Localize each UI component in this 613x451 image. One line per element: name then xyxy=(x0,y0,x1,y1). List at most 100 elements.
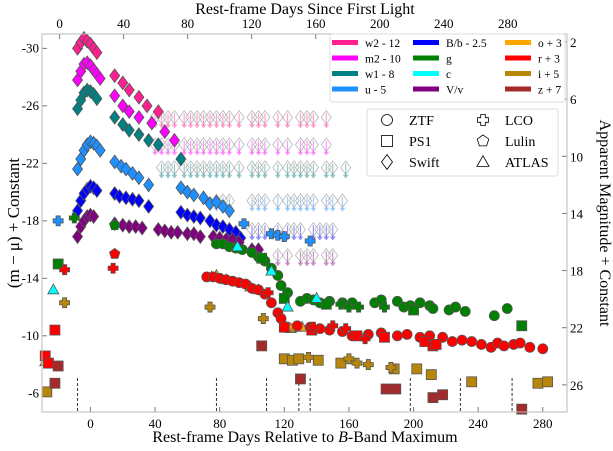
legend-label-u: u - 5 xyxy=(365,85,386,97)
point-r-PS1 xyxy=(430,339,442,350)
down-arrow-icon xyxy=(297,207,304,212)
upper-limit-w1 xyxy=(307,160,319,179)
y-tick-label: -10 xyxy=(22,328,39,343)
point-B-Swift xyxy=(194,210,206,226)
point-r-LCO xyxy=(359,333,371,345)
point-i-LCO xyxy=(59,297,71,309)
down-arrow-icon xyxy=(249,236,255,241)
point-u-LCO xyxy=(265,228,277,240)
legend-label-c: c xyxy=(446,69,451,81)
upper-limit-diamond xyxy=(272,193,284,209)
point-g-ZTF xyxy=(450,301,461,313)
point-i-PS1 xyxy=(542,376,554,388)
upper-limit-u xyxy=(336,193,348,212)
x2-tick-label: 280 xyxy=(498,16,518,31)
down-arrow-icon xyxy=(310,124,317,129)
point-w1-Swift xyxy=(175,151,187,167)
legend-swatch-c xyxy=(413,71,439,76)
point-i-PS1 xyxy=(411,363,423,375)
down-arrow-icon xyxy=(249,207,255,212)
point-c-ATLAS xyxy=(47,283,60,295)
down-arrow-icon xyxy=(323,236,330,241)
down-arrow-icon xyxy=(303,174,310,179)
upper-limit-diamond xyxy=(340,160,352,176)
down-arrow-icon xyxy=(303,151,310,156)
down-arrow-icon xyxy=(171,174,178,179)
upper-limit-w2 xyxy=(272,109,284,129)
down-arrow-icon xyxy=(323,174,330,179)
point-w1-Swift xyxy=(133,127,145,143)
down-arrow-icon xyxy=(200,124,207,129)
upper-limit-diamond xyxy=(223,137,235,153)
point-g-ZTF xyxy=(488,310,500,322)
point-g-PS1 xyxy=(278,293,290,304)
point-r-ZTF xyxy=(475,339,487,350)
down-arrow-icon xyxy=(200,174,207,179)
point-g-ZTF xyxy=(427,303,439,314)
legend-label-m2: m2 - 10 xyxy=(365,54,401,66)
point-r-ZTF xyxy=(537,343,549,355)
point-g-ZTF xyxy=(501,303,513,314)
point-u-LCO xyxy=(272,229,284,241)
upper-limit-V xyxy=(327,247,339,267)
upper-limit-diamond xyxy=(223,109,235,125)
legend-label-ATLAS: ATLAS xyxy=(505,156,549,171)
point-r-ZTF xyxy=(456,334,468,346)
upper-limit-diamond xyxy=(168,109,180,125)
point-w1-Swift xyxy=(123,122,135,138)
plus-icon xyxy=(477,114,489,126)
x2-tick-label: 80 xyxy=(181,16,194,31)
upper-limit-diamond xyxy=(336,193,348,209)
upper-limit-diamond xyxy=(327,193,339,209)
legend-swatch-w2 xyxy=(332,40,358,45)
point-B-Swift xyxy=(133,193,145,209)
legend-label-ZTF: ZTF xyxy=(409,114,434,129)
down-arrow-icon xyxy=(261,151,268,156)
upper-limit-w2 xyxy=(259,109,271,129)
point-m2-Swift xyxy=(94,71,106,86)
upper-limit-diamond xyxy=(272,160,284,176)
upper-limit-w1 xyxy=(168,160,180,179)
legend-label-PS1: PS1 xyxy=(409,135,432,150)
legend-label-i: i + 5 xyxy=(538,69,559,81)
down-arrow-icon xyxy=(261,207,268,212)
point-u-Swift xyxy=(133,170,145,186)
point-V-Swift xyxy=(194,229,206,245)
legend-swatch-V xyxy=(413,86,439,92)
point-m2-Swift xyxy=(146,115,158,131)
left-axis-title: (m − μ) + Constant xyxy=(4,158,23,289)
upper-limit-diamond xyxy=(294,222,306,237)
point-i-LCO xyxy=(385,362,397,373)
legend-label-w1: w1 - 8 xyxy=(365,69,395,81)
down-arrow-icon xyxy=(329,207,336,212)
y2-tick-label: 10 xyxy=(570,149,583,164)
y-tick-label: -18 xyxy=(22,213,39,228)
down-arrow-icon xyxy=(316,236,323,241)
point-V-Swift xyxy=(88,209,100,224)
y2-tick-label: 22 xyxy=(570,321,583,336)
point-r-PS1 xyxy=(351,330,363,342)
y-tick-label: -26 xyxy=(22,98,40,113)
down-arrow-icon xyxy=(297,262,304,267)
axes: 0 40 80 120 160 200 240 280 0 40 80 120 160 200 240 280… xyxy=(22,16,584,431)
down-arrow-icon xyxy=(181,124,188,129)
down-arrow-icon xyxy=(165,151,171,156)
point-r-ZTF xyxy=(401,328,413,340)
legend-label-Lulin: Lulin xyxy=(505,135,535,150)
x-tick-label: 160 xyxy=(339,416,359,431)
bottom-axis-title: Rest-frame Days Relative to B-Band Maxim… xyxy=(152,429,458,446)
point-g-ZTF xyxy=(459,305,471,317)
upper-limit-diamond xyxy=(272,137,284,153)
upper-limit-m2 xyxy=(233,137,245,156)
point-w1-Swift xyxy=(152,137,164,153)
point-r-ZTF xyxy=(446,336,458,347)
xlabel-pre: Rest-frame Days Relative to xyxy=(152,429,338,446)
point-r-Lulin xyxy=(109,247,121,259)
legend-label-Swift: Swift xyxy=(409,156,439,171)
x-tick-label: 240 xyxy=(468,416,488,431)
x2-tick-label: 160 xyxy=(306,16,326,31)
down-arrow-icon xyxy=(303,124,310,129)
legend-swatch-u xyxy=(332,86,358,92)
point-w2-Swift xyxy=(152,104,164,120)
upper-limit-diamond xyxy=(307,160,319,176)
